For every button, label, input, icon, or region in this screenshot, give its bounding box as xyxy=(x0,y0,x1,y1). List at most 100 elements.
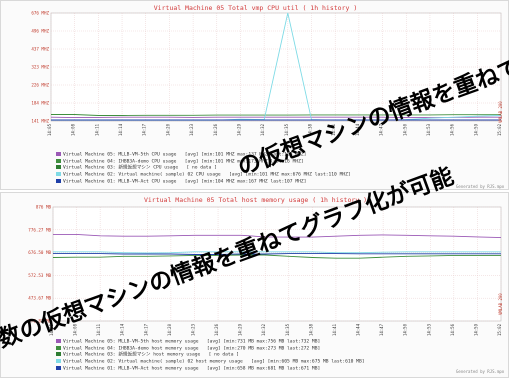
series-line xyxy=(51,114,501,116)
legend-label: Virtual Machine 04: IHBB3A-demo CPU usag… xyxy=(63,159,177,165)
legend-swatch xyxy=(56,158,61,163)
legend-swatch xyxy=(56,352,61,357)
x-tick-label: 14:23 xyxy=(189,123,194,136)
memory-chart-title: Virtual Machine 05 Total host memory usa… xyxy=(143,196,368,204)
x-tick-label: 14:44 xyxy=(356,323,361,336)
legend-swatch xyxy=(56,178,61,183)
legend-swatch xyxy=(56,339,61,343)
legend-item: Virtual Machine 01: MLLB-VM-Act CPU usag… xyxy=(56,178,351,186)
x-tick-label: 14:47 xyxy=(379,323,384,336)
legend-stat: [ no data ] xyxy=(178,165,217,171)
y-tick-label: 376.83 MB xyxy=(28,319,51,324)
legend-label: Virtual Machine 04: IHBB3A-demo host mem… xyxy=(63,346,199,352)
x-tick-label: 14:17 xyxy=(142,123,147,136)
x-tick-label: 14:17 xyxy=(143,323,148,336)
x-tick-label: 14:41 xyxy=(332,323,337,336)
x-tick-label: 14:05 xyxy=(49,323,54,336)
cpu-generated-note: Generated by RJS.mpo xyxy=(456,184,505,189)
x-tick-label: 14:29 xyxy=(236,123,241,136)
x-tick-label: 14:26 xyxy=(213,123,218,136)
legend-label: Virtual Machine 03: 新規仮想マシン CPU usage xyxy=(63,165,179,171)
legend-stat: [avg] [min:101 MHZ max:137 MHZ last:128 … xyxy=(176,152,307,158)
cpu-chart: 676 MHZ 496 MHZ 437 MHZ 323 MHZ 226 MHZ 184 M… xyxy=(31,11,502,137)
x-tick-label: 14:14 xyxy=(118,123,123,136)
legend-swatch xyxy=(56,165,61,170)
legend-stat: [avg] [min:658 MB max:681 MB last:671 MB… xyxy=(198,366,321,372)
memory-legend: Virtual Machine 05: MLLB-VM-5th host mem… xyxy=(56,339,364,373)
legend-item: Virtual Machine 05: MLLB-VM-5th host mem… xyxy=(56,339,364,346)
legend-label: Virtual Machine 05: MLLB-VM-5th host mem… xyxy=(63,339,199,345)
x-tick-label: 14:56 xyxy=(450,123,455,136)
memory-side-label: VMLAB 200 xyxy=(498,293,503,315)
x-tick-label: 14:32 xyxy=(260,123,265,136)
y-tick-label: 776.27 MB xyxy=(28,227,51,232)
x-tick-label: 14:32 xyxy=(261,323,266,336)
x-tick-label: 14:53 xyxy=(426,123,431,136)
x-tick-label: 14:11 xyxy=(94,123,99,136)
legend-stat: [ no data ] xyxy=(200,352,239,358)
legend-item: Virtual Machine 04: IHBB3A-demo host mem… xyxy=(56,345,364,353)
x-tick-label: 14:41 xyxy=(331,123,336,136)
legend-item: Virtual Machine 05: MLLB-VM-5th CPU usag… xyxy=(56,152,351,159)
y-tick-label: 572.53 MB xyxy=(28,273,51,278)
series-line xyxy=(53,251,501,254)
series-line xyxy=(52,254,501,259)
legend-item: Virtual Machine 01: MLLB-VM-Act host mem… xyxy=(56,365,364,373)
cpu-chart-panel: Virtual Machine 05 Total vmp CPU util ( … xyxy=(0,0,509,190)
y-tick-label: 184 MHZ xyxy=(31,101,49,106)
legend-stat: [avg] [min:605 MB max:675 MB last:610 MB… xyxy=(242,359,365,365)
legend-swatch xyxy=(56,359,61,364)
x-tick-label: 15:02 xyxy=(497,123,502,136)
plot-area xyxy=(52,206,502,322)
x-tick-label: 14:59 xyxy=(473,323,478,336)
legend-stat: [avg] [min:104 MHZ max:167 MHZ last:107 … xyxy=(176,179,307,185)
x-tick-label: 14:35 xyxy=(285,323,290,336)
x-tick-label: 14:20 xyxy=(167,323,172,336)
y-tick-label: 473.67 MB xyxy=(28,296,51,301)
x-tick-label: 14:11 xyxy=(96,323,101,336)
x-tick-label: 14:05 xyxy=(47,123,52,136)
y-tick-label: 141 MHZ xyxy=(31,119,49,124)
x-tick-label: 14:08 xyxy=(73,323,78,336)
cpu-chart-title: Virtual Machine 05 Total vmp CPU util ( … xyxy=(153,4,358,12)
x-tick-label: 14:56 xyxy=(450,323,455,336)
legend-stat: [avg] [min:270 MB max:273 MB last:272 MB… xyxy=(198,346,321,352)
legend-label: Virtual Machine 05: MLLB-VM-5th CPU usag… xyxy=(63,152,177,158)
y-tick-label: 676 MHZ xyxy=(31,11,49,16)
legend-swatch xyxy=(56,152,61,156)
legend-stat: [avg] [min:101 MHZ max:676 MHZ last:110 … xyxy=(220,172,351,178)
x-tick-label: 14:38 xyxy=(308,123,313,136)
legend-label: Virtual Machine 01: MLLB-VM-Act host mem… xyxy=(63,366,199,372)
x-tick-label: 14:29 xyxy=(238,323,243,336)
x-tick-label: 14:47 xyxy=(379,123,384,136)
legend-label: Virtual Machine 02: Virtual machine( sam… xyxy=(63,172,221,178)
x-tick-label: 14:53 xyxy=(426,323,431,336)
x-tick-label: 15:02 xyxy=(497,323,502,336)
y-tick-label: 437 MHZ xyxy=(31,47,49,52)
x-tick-label: 14:35 xyxy=(284,123,289,136)
x-tick-label: 14:38 xyxy=(308,323,313,336)
legend-item: Virtual Machine 03: 新規仮想マシン CPU usage [ … xyxy=(56,165,351,172)
x-tick-label: 14:08 xyxy=(71,123,76,136)
y-tick-label: 676.50 MB xyxy=(28,250,51,255)
legend-stat: [avg] [min:731 MB max:756 MB last:732 MB… xyxy=(198,339,321,345)
x-tick-label: 14:20 xyxy=(165,123,170,136)
x-tick-label: 14:26 xyxy=(214,323,219,336)
x-tick-label: 14:44 xyxy=(355,123,360,136)
legend-label: Virtual Machine 02: Virtual machine( sam… xyxy=(63,359,243,365)
x-tick-label: 14:50 xyxy=(403,323,408,336)
y-tick-label: 226 MHZ xyxy=(31,83,49,88)
x-tick-label: 14:50 xyxy=(402,123,407,136)
legend-swatch xyxy=(56,365,61,370)
series-line xyxy=(53,233,502,239)
memory-chart-panel: Virtual Machine 05 Total host memory usa… xyxy=(0,192,509,378)
legend-label: Virtual Machine 01: MLLB-VM-Act CPU usag… xyxy=(63,179,177,185)
cpu-legend: Virtual Machine 05: MLLB-VM-5th CPU usag… xyxy=(56,152,351,186)
legend-item: Virtual Machine 02: Virtual machine( sam… xyxy=(56,359,364,366)
series-line xyxy=(53,253,501,255)
x-tick-label: 14:59 xyxy=(473,123,478,136)
legend-item: Virtual Machine 02: Virtual machine( sam… xyxy=(56,172,351,179)
x-tick-label: 14:23 xyxy=(190,323,195,336)
legend-swatch xyxy=(56,345,61,350)
legend-swatch xyxy=(56,172,61,177)
